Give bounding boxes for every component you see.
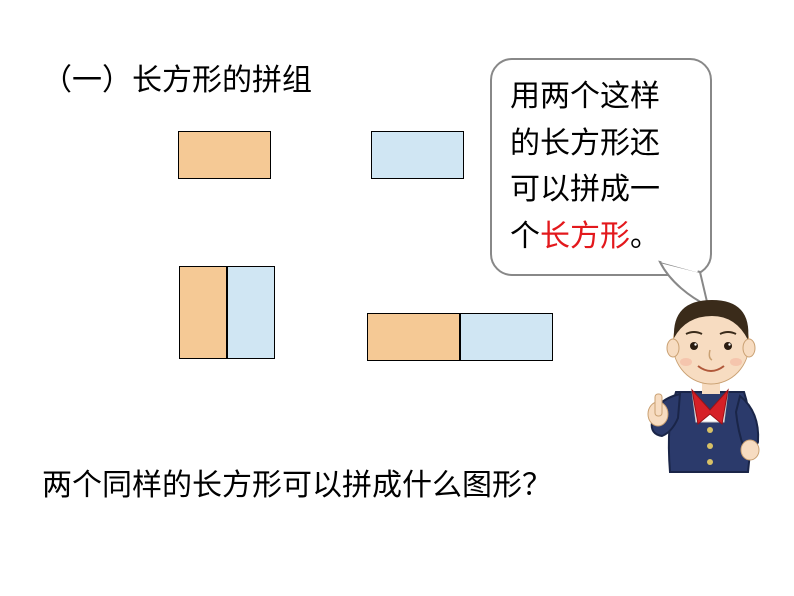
rect-pair-horiz-blue [460,313,553,361]
rect-pair-horiz-orange [367,313,460,361]
rect-pair-vert-blue [227,266,275,359]
speech-bubble: 用两个这样 的长方形还 可以拼成一 个长方形。 [490,58,712,276]
rect-top-blue [371,131,464,179]
bubble-line4b: 。 [630,220,660,253]
bubble-line2: 的长方形还 [510,127,660,160]
character-illustration [636,272,786,497]
bubble-line4a: 个 [510,220,540,253]
bubble-line3: 可以拼成一 [510,173,660,206]
rect-top-orange [178,131,271,179]
bubble-line1: 用两个这样 [510,80,660,113]
bubble-line4-red: 长方形 [540,220,630,253]
rect-pair-vert-orange [179,266,227,359]
section-heading: （一）长方形的拼组 [42,55,312,99]
question-text: 两个同样的长方形可以拼成什么图形？ [42,460,552,504]
